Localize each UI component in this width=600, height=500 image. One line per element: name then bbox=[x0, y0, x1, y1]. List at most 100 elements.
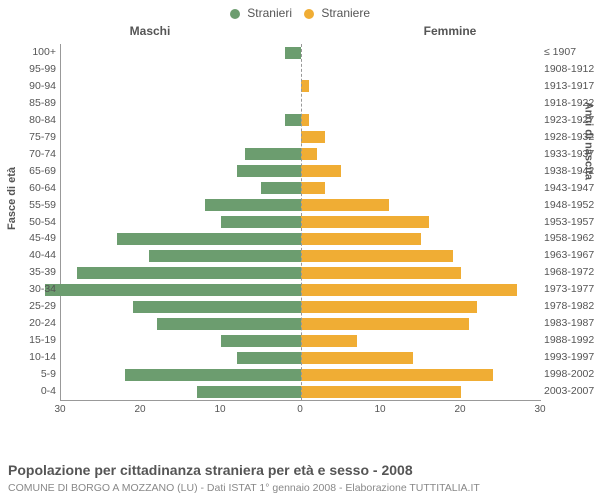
bar-male bbox=[285, 47, 301, 59]
age-label: 45-49 bbox=[6, 230, 56, 247]
x-tick: 20 bbox=[454, 404, 465, 415]
dot-icon bbox=[230, 9, 240, 19]
birth-label: 1998-2002 bbox=[544, 366, 600, 383]
age-label: 95-99 bbox=[6, 61, 56, 78]
bar-male bbox=[125, 369, 301, 381]
birth-label: 1948-1952 bbox=[544, 197, 600, 214]
bar-male bbox=[149, 250, 301, 262]
x-tick: 20 bbox=[134, 404, 145, 415]
bar-female bbox=[301, 114, 309, 126]
legend-female: Straniere bbox=[304, 6, 370, 20]
bar-male bbox=[197, 386, 301, 398]
birth-label: 1943-1947 bbox=[544, 180, 600, 197]
age-label: 65-69 bbox=[6, 163, 56, 180]
age-label: 5-9 bbox=[6, 366, 56, 383]
age-label: 20-24 bbox=[6, 315, 56, 332]
birth-label: 1988-1992 bbox=[544, 332, 600, 349]
legend-male-label: Stranieri bbox=[247, 6, 292, 20]
bar-female bbox=[301, 284, 517, 296]
legend-female-label: Straniere bbox=[321, 6, 370, 20]
header-male: Maschi bbox=[0, 24, 300, 38]
bar-male bbox=[285, 114, 301, 126]
bar-male bbox=[117, 233, 301, 245]
birth-label: 1993-1997 bbox=[544, 349, 600, 366]
bar-female bbox=[301, 80, 309, 92]
x-tick: 30 bbox=[534, 404, 545, 415]
age-label: 40-44 bbox=[6, 247, 56, 264]
bar-female bbox=[301, 165, 341, 177]
legend-male: Stranieri bbox=[230, 6, 292, 20]
chart-source: COMUNE DI BORGO A MOZZANO (LU) - Dati IS… bbox=[8, 482, 480, 494]
age-label: 90-94 bbox=[6, 78, 56, 95]
birth-label: 1913-1917 bbox=[544, 78, 600, 95]
age-label: 25-29 bbox=[6, 298, 56, 315]
age-label: 15-19 bbox=[6, 332, 56, 349]
age-label: 35-39 bbox=[6, 264, 56, 281]
birth-label: 1928-1932 bbox=[544, 129, 600, 146]
x-tick: 10 bbox=[374, 404, 385, 415]
column-headers: Maschi Femmine bbox=[0, 24, 600, 38]
age-label: 80-84 bbox=[6, 112, 56, 129]
bar-female bbox=[301, 233, 421, 245]
bar-female bbox=[301, 250, 453, 262]
age-label: 55-59 bbox=[6, 197, 56, 214]
age-label: 75-79 bbox=[6, 129, 56, 146]
bar-female bbox=[301, 131, 325, 143]
age-label: 50-54 bbox=[6, 214, 56, 231]
birth-label: ≤ 1907 bbox=[544, 44, 600, 61]
legend: Stranieri Straniere bbox=[0, 0, 600, 20]
bar-female bbox=[301, 148, 317, 160]
age-label: 30-34 bbox=[6, 281, 56, 298]
bar-female bbox=[301, 352, 413, 364]
bar-male bbox=[133, 301, 301, 313]
birth-label: 1953-1957 bbox=[544, 214, 600, 231]
birth-label: 1973-1977 bbox=[544, 281, 600, 298]
birth-label: 1908-1912 bbox=[544, 61, 600, 78]
bar-male bbox=[45, 284, 301, 296]
bar-female bbox=[301, 335, 357, 347]
bar-female bbox=[301, 369, 493, 381]
birth-label: 1958-1962 bbox=[544, 230, 600, 247]
birth-label: 1933-1937 bbox=[544, 146, 600, 163]
female-half bbox=[301, 44, 541, 400]
bar-male bbox=[245, 148, 301, 160]
birth-label: 1938-1942 bbox=[544, 163, 600, 180]
bar-female bbox=[301, 199, 389, 211]
age-label: 85-89 bbox=[6, 95, 56, 112]
birth-label: 1923-1927 bbox=[544, 112, 600, 129]
birth-label: 1963-1967 bbox=[544, 247, 600, 264]
birth-label: 2003-2007 bbox=[544, 383, 600, 400]
bar-male bbox=[237, 165, 301, 177]
age-label: 60-64 bbox=[6, 180, 56, 197]
bar-female bbox=[301, 216, 429, 228]
center-line-icon bbox=[301, 44, 302, 400]
birth-label: 1978-1982 bbox=[544, 298, 600, 315]
x-tick: 30 bbox=[54, 404, 65, 415]
birth-label: 1983-1987 bbox=[544, 315, 600, 332]
plot-area bbox=[60, 44, 541, 401]
dot-icon bbox=[304, 9, 314, 19]
age-label: 100+ bbox=[6, 44, 56, 61]
birth-label: 1968-1972 bbox=[544, 264, 600, 281]
pyramid-chart: Maschi Femmine Fasce di età Anni di nasc… bbox=[0, 20, 600, 440]
age-label: 70-74 bbox=[6, 146, 56, 163]
male-half bbox=[61, 44, 301, 400]
bar-male bbox=[157, 318, 301, 330]
age-label: 0-4 bbox=[6, 383, 56, 400]
birth-label: 1918-1922 bbox=[544, 95, 600, 112]
bar-male bbox=[221, 216, 301, 228]
bar-male bbox=[221, 335, 301, 347]
x-tick: 10 bbox=[214, 404, 225, 415]
bar-male bbox=[237, 352, 301, 364]
bar-female bbox=[301, 301, 477, 313]
bar-female bbox=[301, 386, 461, 398]
age-label: 10-14 bbox=[6, 349, 56, 366]
x-tick: 0 bbox=[297, 404, 303, 415]
bar-male bbox=[77, 267, 301, 279]
chart-title: Popolazione per cittadinanza straniera p… bbox=[8, 462, 413, 478]
bar-male bbox=[261, 182, 301, 194]
bar-male bbox=[205, 199, 301, 211]
header-female: Femmine bbox=[300, 24, 600, 38]
bar-female bbox=[301, 182, 325, 194]
bar-female bbox=[301, 318, 469, 330]
